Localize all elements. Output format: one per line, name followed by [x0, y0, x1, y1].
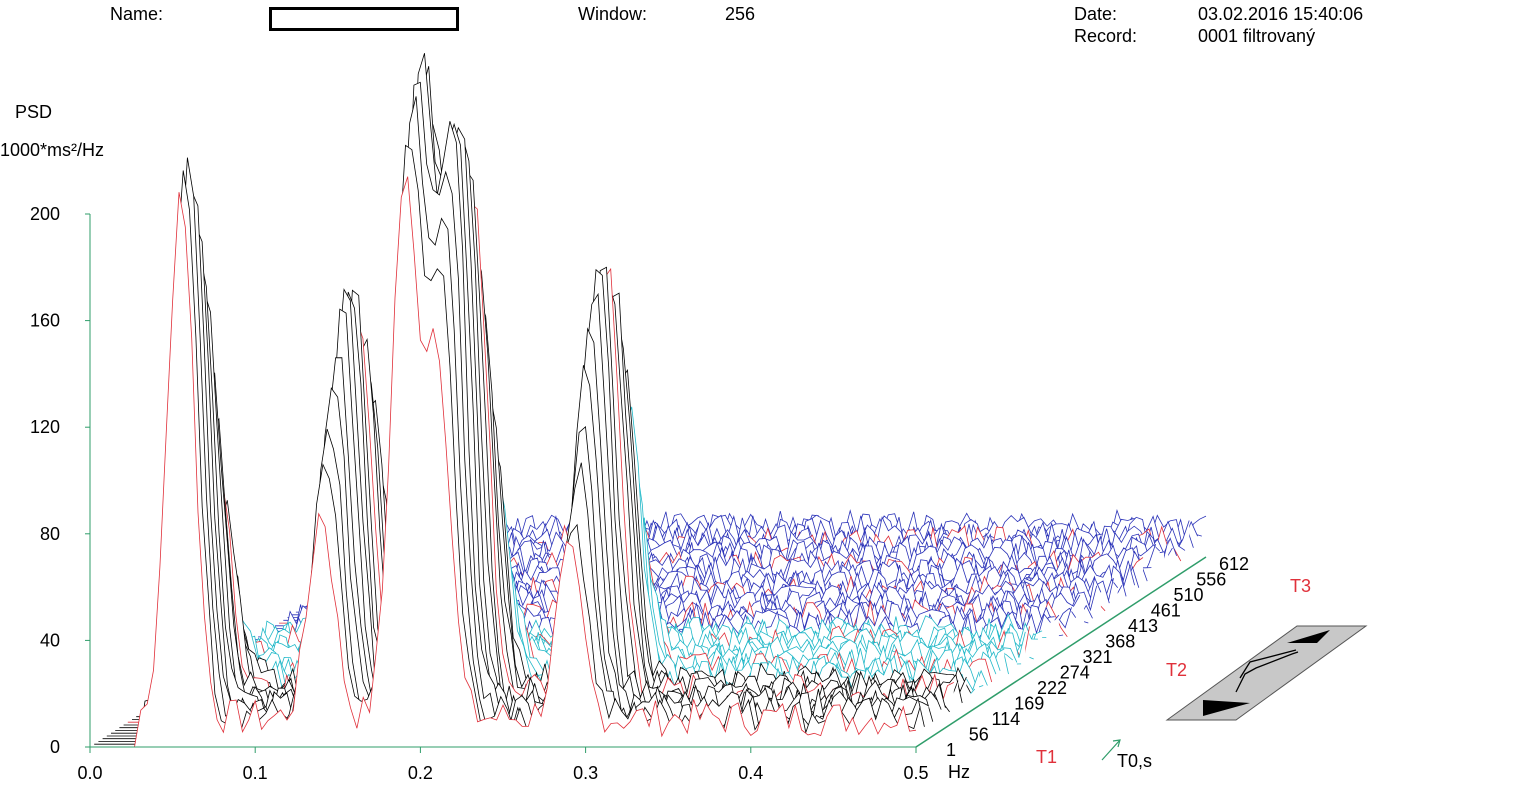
- time-tick-label: 461: [1151, 601, 1181, 621]
- time-tick-label: 321: [1083, 647, 1113, 667]
- time-axis-arrow-head: [1112, 739, 1121, 748]
- x-tick-label: 0.5: [903, 763, 928, 783]
- time-axis-line: [915, 556, 1207, 748]
- time-tick-label: 114: [992, 709, 1021, 729]
- spectrum-surface: [90, 53, 1207, 748]
- time-tick-label: 169: [1014, 694, 1044, 714]
- time-axis-arrow: [1101, 739, 1121, 761]
- time-tick-label: 368: [1105, 632, 1135, 652]
- rotation-path-icon: [1235, 651, 1299, 693]
- name-field[interactable]: [269, 7, 459, 31]
- time-tick-label: 1: [946, 740, 956, 760]
- record-label: Record:: [1074, 26, 1138, 46]
- record-value: 0001 filtrovaný: [1198, 26, 1316, 46]
- y-tick-label: 160: [30, 311, 60, 331]
- time-tick-label: 612: [1219, 554, 1249, 574]
- view-rotation-control[interactable]: [1165, 625, 1368, 721]
- y-tick-label: 80: [40, 524, 60, 544]
- time-tick-label: 274: [1060, 663, 1090, 683]
- y-axis-label-units: 1000*ms²/Hz: [0, 140, 104, 160]
- segment-label-t2: T2: [1166, 660, 1187, 680]
- x-tick-label: 0.2: [408, 763, 433, 783]
- window-label: Window:: [578, 4, 648, 24]
- y-tick-label: 40: [40, 630, 60, 650]
- y-tick-label: 0: [50, 737, 60, 757]
- rotate-down-arrow-icon[interactable]: [1203, 700, 1250, 716]
- date-label: Date:: [1074, 4, 1118, 24]
- window-value: 256: [725, 4, 756, 24]
- time-tick-label: 222: [1037, 678, 1067, 698]
- x-tick-label: 0.1: [243, 763, 268, 783]
- time-tick-label: 56: [969, 725, 989, 745]
- spectrum-slice-line: [127, 202, 954, 723]
- chart-axes: 0 40 80 120 160 200 0.0 0.1 0.2 0.3 0.4 0.5 1 5611416…: [30, 204, 1249, 783]
- y-tick-label: 200: [30, 204, 60, 224]
- y-axis-label-psd: PSD: [15, 102, 52, 122]
- segment-label-t3: T3: [1290, 576, 1311, 596]
- segment-label-t1: T1: [1036, 747, 1057, 767]
- rotation-path-icon-2: [1239, 649, 1297, 679]
- y-tick-label: 120: [30, 417, 60, 437]
- time-tick-label: 413: [1128, 616, 1158, 636]
- x-tick-label: 0.4: [738, 763, 763, 783]
- time-tick-label: 510: [1174, 585, 1204, 605]
- spectrum-slice-line: [90, 176, 917, 748]
- spectrum-slice-fill: [90, 176, 916, 748]
- time-axis-label: T0,s: [1117, 751, 1152, 771]
- name-label: Name:: [110, 4, 164, 24]
- rotate-up-arrow-icon[interactable]: [1287, 630, 1330, 643]
- x-axis-label: Hz: [948, 762, 970, 782]
- time-tick-label: 556: [1196, 570, 1226, 590]
- rotation-plate[interactable]: [1165, 625, 1368, 721]
- x-tick-label: 0.0: [77, 763, 102, 783]
- date-value: 03.02.2016 15:40:06: [1198, 4, 1364, 24]
- x-tick-label: 0.3: [573, 763, 598, 783]
